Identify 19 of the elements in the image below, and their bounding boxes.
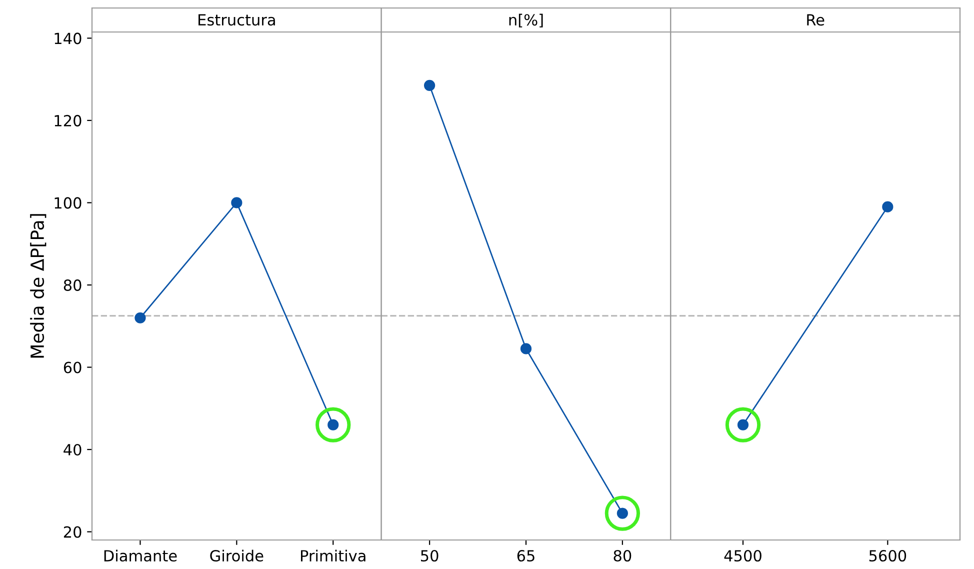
x-tick-label: 5600 xyxy=(869,550,906,562)
y-tick-label: 80 xyxy=(64,279,82,291)
chart-title: Re xyxy=(807,14,824,26)
y-tick-label: 20 xyxy=(64,526,82,538)
x-tick-label: 4500 xyxy=(724,550,762,562)
y-tick-label: 60 xyxy=(64,362,82,374)
y-tick-label: 120 xyxy=(54,114,82,126)
y-tick-label: 140 xyxy=(54,32,82,44)
y-tick-label: 100 xyxy=(54,197,82,209)
x-tick-label: Primitiva xyxy=(300,550,366,562)
chart-title: n[%] xyxy=(509,14,543,28)
x-tick-label: Giroide xyxy=(210,550,264,562)
chart-title: Estructura xyxy=(198,14,275,26)
x-tick-label: 65 xyxy=(517,550,534,562)
x-tick-label: 80 xyxy=(614,550,632,562)
y-axis-title: Media de ΔP[Pa] xyxy=(30,214,46,358)
x-tick-label: Diamante xyxy=(104,550,177,562)
y-tick-label: 40 xyxy=(64,444,82,456)
x-tick-label: 50 xyxy=(421,550,438,562)
